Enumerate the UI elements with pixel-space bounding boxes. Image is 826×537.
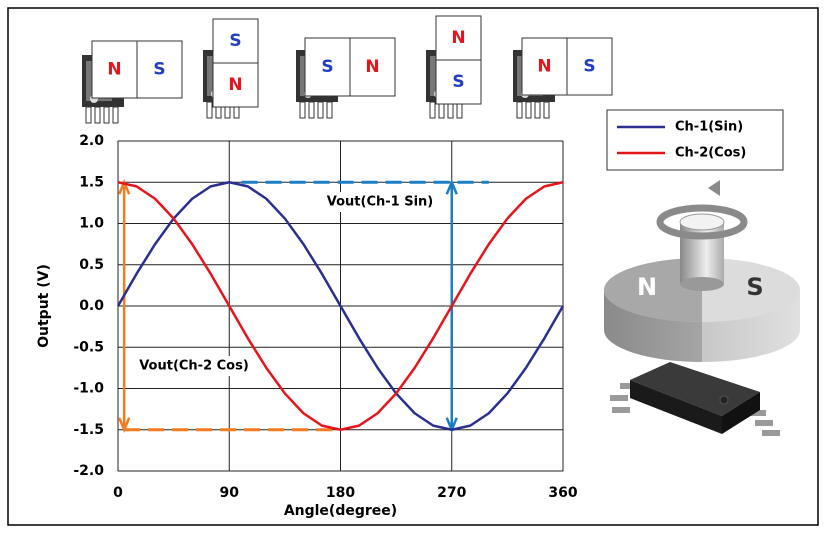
annotation-bg — [322, 192, 438, 212]
magnet-label: S — [153, 60, 165, 80]
y-tick-label: 0.0 — [79, 298, 104, 314]
disk-label: S — [746, 273, 763, 301]
sensor-pin — [308, 101, 315, 119]
disk-label: N — [637, 273, 657, 301]
rotation-arrow — [656, 204, 748, 240]
rotation-head — [708, 180, 720, 196]
x-axis-label: Angle(degree) — [284, 503, 397, 519]
arrow-head — [445, 179, 458, 195]
annotation: Vout(Ch-2 Cos) — [139, 359, 249, 374]
y-tick-label: 0.5 — [79, 257, 104, 273]
sensor-pin — [85, 106, 92, 124]
y-tick-label: -1.5 — [73, 422, 104, 438]
chip-dot — [719, 395, 729, 405]
sensor-pin — [206, 101, 213, 119]
magnet-label: N — [228, 75, 242, 95]
series-line — [117, 181, 564, 431]
annotation-bg — [134, 356, 254, 376]
arrow-head — [118, 417, 131, 433]
magnet-half — [349, 37, 396, 97]
magnet-half — [212, 18, 259, 64]
chip-side2 — [722, 392, 760, 434]
y-tick-label: -1.0 — [73, 381, 104, 397]
magnet-half — [91, 40, 138, 99]
shaft-base — [680, 277, 724, 291]
y-axis-label: Output (V) — [36, 264, 52, 348]
x-tick-label: 0 — [113, 485, 123, 501]
sensor-pin — [516, 101, 523, 119]
magnet-half — [136, 40, 183, 99]
magnet-label: S — [452, 72, 464, 92]
magnet-half — [435, 59, 482, 105]
magnet-label: N — [451, 28, 465, 48]
sensor-pin — [429, 101, 436, 119]
sensor-pin — [525, 101, 532, 119]
magnet-label: S — [321, 57, 333, 77]
magnet-label: S — [229, 31, 241, 51]
y-tick-label: 1.0 — [79, 216, 104, 232]
sensor-pin — [534, 101, 541, 119]
sensor-pin — [326, 101, 333, 119]
magnet-label: N — [537, 57, 551, 77]
legend-label: Ch-1(Sin) — [675, 120, 743, 135]
x-tick-label: 270 — [437, 485, 466, 501]
magnet-half — [212, 62, 259, 108]
y-tick-label: -0.5 — [73, 339, 104, 355]
chip-side — [630, 380, 722, 434]
magnet-half — [521, 37, 568, 96]
frame — [7, 7, 819, 526]
magnet-half — [304, 37, 351, 97]
y-tick-label: -2.0 — [73, 463, 104, 479]
magnet-half — [435, 15, 482, 61]
magnet-label: N — [365, 57, 379, 77]
magnet-half — [566, 37, 613, 96]
magnet-label: N — [107, 60, 121, 80]
illustrations — [604, 180, 800, 436]
magnet-label: S — [583, 57, 595, 77]
legend-box — [606, 109, 784, 171]
series-line — [116, 181, 565, 431]
x-tick-label: 180 — [326, 485, 355, 501]
sensor-pin — [299, 101, 306, 119]
y-tick-label: 2.0 — [79, 133, 104, 149]
x-tick-label: 360 — [548, 485, 577, 501]
arrow-head — [118, 179, 131, 195]
sensor-pin — [103, 106, 110, 124]
shaft — [680, 222, 724, 284]
sensor-pin — [94, 106, 101, 124]
sensor-pin — [543, 101, 550, 119]
y-tick-label: 1.5 — [79, 174, 104, 190]
sensor-pin — [317, 101, 324, 119]
disk-top-n — [604, 258, 702, 322]
shaft-top — [679, 213, 725, 231]
sensor-pin — [112, 106, 119, 124]
legend-label: Ch-2(Cos) — [675, 146, 746, 161]
x-tick-label: 90 — [220, 485, 240, 501]
annotation: Vout(Ch-1 Sin) — [327, 195, 433, 210]
